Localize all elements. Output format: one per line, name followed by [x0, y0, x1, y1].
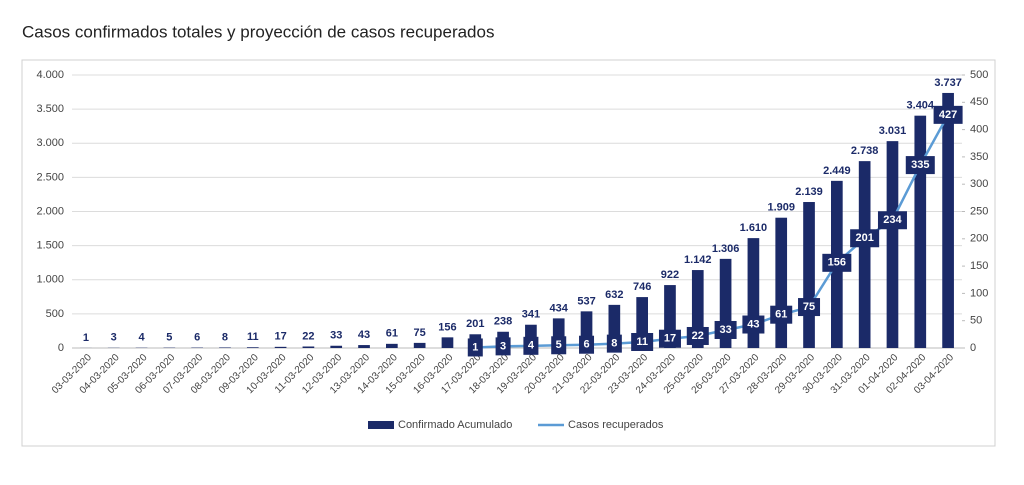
bar-value-label: 75 [414, 327, 426, 339]
bar-value-label: 1 [83, 332, 89, 344]
bar-value-label: 43 [358, 329, 370, 341]
bar-value-label: 537 [577, 295, 595, 307]
bar [914, 116, 926, 348]
bar [942, 93, 954, 348]
y2-tick-label: 350 [970, 151, 988, 163]
bar [275, 347, 287, 348]
line-value-label: 11 [636, 336, 648, 348]
bar-value-label: 17 [274, 331, 286, 343]
y2-tick-label: 500 [970, 69, 988, 81]
legend-label: Casos recuperados [568, 419, 664, 431]
y-tick-label: 4.000 [36, 69, 64, 81]
bar [442, 337, 454, 348]
bar-value-label: 632 [605, 289, 623, 301]
y-tick-label: 0 [58, 342, 64, 354]
line-value-label: 3 [500, 340, 506, 352]
bar-value-label: 8 [222, 331, 228, 343]
bar-value-label: 11 [247, 331, 259, 343]
line-value-label: 427 [939, 109, 957, 121]
bar-value-label: 922 [661, 269, 679, 281]
legend-label: Confirmado Acumulado [398, 419, 512, 431]
y2-tick-label: 0 [970, 342, 976, 354]
bar-value-label: 5 [166, 332, 172, 344]
bar-value-label: 2.738 [851, 145, 879, 157]
bar-value-label: 746 [633, 281, 651, 293]
bar-value-label: 201 [466, 318, 484, 330]
line-value-label: 61 [775, 309, 787, 321]
legend-swatch [368, 421, 394, 429]
y-tick-label: 1.500 [36, 240, 64, 252]
bar-value-label: 238 [494, 316, 512, 328]
bar [330, 346, 342, 348]
line-value-label: 5 [556, 339, 562, 351]
y-tick-label: 3.500 [36, 103, 64, 115]
y-tick-label: 2.000 [36, 205, 64, 217]
bar-value-label: 3.737 [934, 77, 962, 89]
bar-value-label: 1.909 [767, 202, 795, 214]
bar-value-label: 33 [330, 330, 342, 342]
bar-value-label: 341 [522, 309, 540, 321]
bar [803, 202, 815, 348]
line-value-label: 43 [747, 318, 759, 330]
bar-value-label: 4 [138, 332, 145, 344]
y-tick-label: 1.000 [36, 274, 64, 286]
line-value-label: 335 [911, 159, 929, 171]
line-value-label: 201 [855, 232, 873, 244]
bar-value-label: 3.404 [907, 100, 935, 112]
y-tick-label: 3.000 [36, 137, 64, 149]
line-value-label: 156 [828, 257, 846, 269]
bar [219, 347, 231, 348]
y2-tick-label: 250 [970, 205, 988, 217]
bar [414, 343, 426, 348]
bar [358, 345, 370, 348]
bar [859, 161, 871, 348]
line-value-label: 4 [528, 340, 535, 352]
line-value-label: 75 [803, 301, 815, 313]
y2-tick-label: 50 [970, 315, 982, 327]
y2-tick-label: 200 [970, 233, 988, 245]
y-tick-label: 500 [46, 308, 64, 320]
line-value-label: 33 [719, 324, 731, 336]
line-value-label: 6 [583, 339, 589, 351]
bar-value-label: 434 [550, 302, 569, 314]
bar-value-label: 61 [386, 328, 398, 340]
bar [303, 346, 315, 348]
bar-value-label: 3.031 [879, 125, 907, 137]
y-tick-label: 2.500 [36, 171, 64, 183]
bar-value-label: 1.306 [712, 243, 740, 255]
y2-tick-label: 300 [970, 178, 988, 190]
y2-tick-label: 100 [970, 287, 988, 299]
bar-value-label: 2.449 [823, 165, 851, 177]
bar-value-label: 2.139 [795, 186, 823, 198]
y2-tick-label: 450 [970, 96, 988, 108]
line-value-label: 1 [472, 341, 478, 353]
line-value-label: 22 [692, 330, 704, 342]
line-value-label: 234 [883, 214, 902, 226]
bar-value-label: 1.610 [740, 222, 768, 234]
bar-value-label: 22 [302, 330, 314, 342]
y2-tick-label: 400 [970, 124, 988, 136]
bar [386, 344, 398, 348]
line-value-label: 8 [611, 338, 617, 350]
y2-tick-label: 150 [970, 260, 988, 272]
bar [887, 141, 899, 348]
bar [247, 347, 259, 348]
chart-title: Casos confirmados totales y proyección d… [22, 22, 494, 41]
bar-value-label: 1.142 [684, 254, 712, 266]
bar-value-label: 156 [438, 321, 456, 333]
line-value-label: 17 [664, 333, 676, 345]
bar-value-label: 6 [194, 331, 200, 343]
bar-value-label: 3 [111, 332, 117, 344]
bar [775, 218, 787, 348]
